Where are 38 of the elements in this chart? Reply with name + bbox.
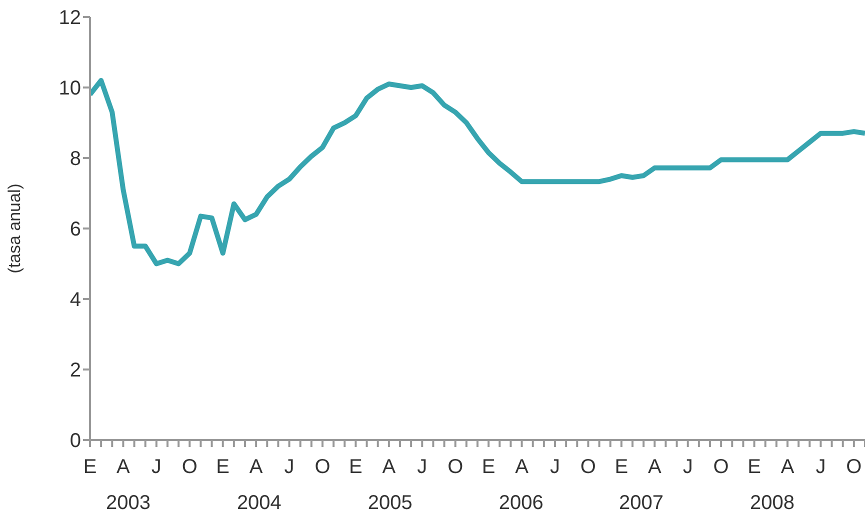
text: 2004 [236, 492, 282, 515]
x-tick-label: A [780, 456, 795, 478]
x-tick-label: A [648, 456, 662, 478]
x-tick-label: E [216, 456, 230, 478]
x-tick-label: J [816, 456, 826, 478]
y-tick-label: 12 [58, 7, 81, 30]
x-tick-label: A [382, 456, 396, 478]
text: 2008 [748, 492, 796, 515]
x-tick-label: J [682, 456, 693, 478]
x-tick-label: O [314, 456, 330, 478]
x-tick-label: E [748, 456, 761, 478]
x-tick-label: O [182, 456, 198, 478]
y-axis-title: (tasa anual) [5, 184, 24, 274]
text: 2006 [498, 492, 544, 515]
x-tick-label: O [846, 456, 862, 478]
text: 2005 [366, 492, 414, 515]
x-tick-label: A [515, 456, 530, 478]
y-tick-label: 6 [70, 218, 81, 241]
x-tick-label: A [249, 456, 264, 478]
x-tick-label: J [417, 456, 428, 478]
y-tick-label: 0 [70, 430, 81, 452]
x-tick-label: E [349, 456, 362, 478]
y-tick-label: 4 [70, 289, 81, 312]
x-tick-label: O [580, 456, 596, 478]
y-tick-label: 8 [70, 148, 81, 170]
text: 2003 [104, 492, 152, 515]
x-tick-label: J [151, 456, 162, 478]
x-tick-label: E [83, 456, 97, 478]
text: 2007 [618, 492, 664, 515]
x-tick-label: O [448, 456, 464, 478]
x-tick-label: J [284, 456, 294, 478]
x-tick-label: J [550, 456, 560, 478]
y-tick-label: 2 [70, 360, 81, 382]
x-tick-label: A [116, 456, 131, 478]
x-tick-label: E [614, 456, 628, 478]
y-tick-label: 10 [58, 78, 81, 100]
x-tick-label: O [713, 456, 729, 478]
x-tick-label: E [482, 456, 496, 478]
